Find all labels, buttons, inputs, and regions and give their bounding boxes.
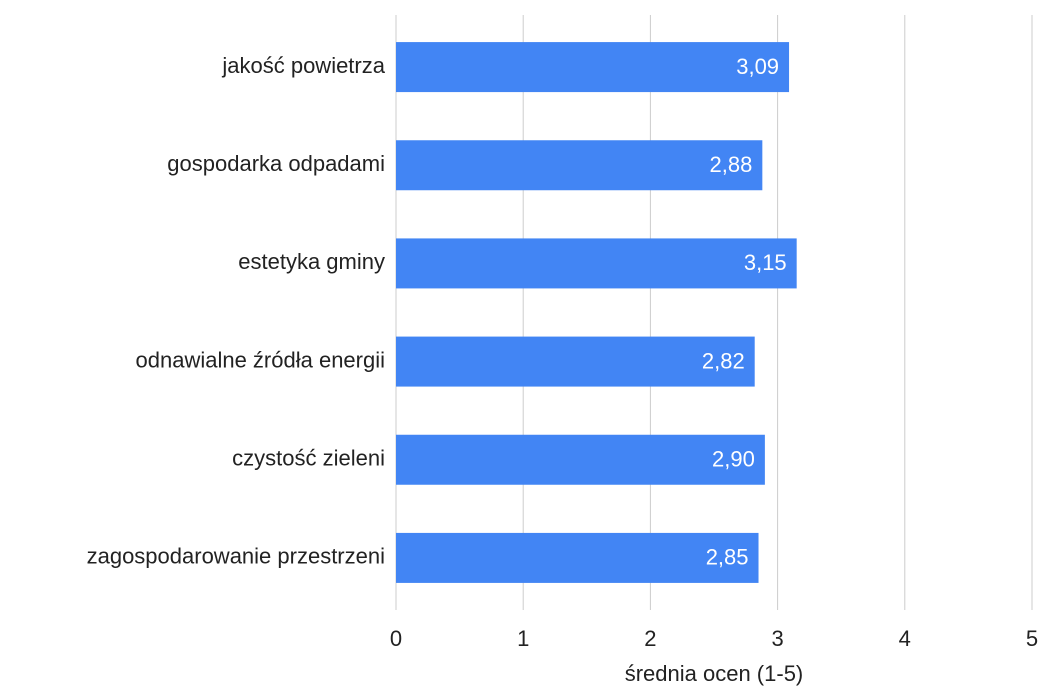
y-tick-label: zagospodarowanie przestrzeni <box>87 544 385 569</box>
bar <box>396 42 790 93</box>
value-label: 3,15 <box>744 250 787 275</box>
bar <box>396 238 797 289</box>
bar <box>396 434 765 485</box>
bar <box>396 336 755 387</box>
y-tick-label: estetyka gminy <box>238 249 385 274</box>
value-label: 2,88 <box>710 152 753 177</box>
value-label: 3,09 <box>736 54 779 79</box>
y-tick-label: czystość zieleni <box>232 446 385 471</box>
x-axis-label: średnia ocen (1-5) <box>625 661 804 686</box>
x-tick-label: 3 <box>771 626 783 651</box>
y-tick-label: jakość powietrza <box>221 53 385 78</box>
y-tick-label: odnawialne źródła energii <box>136 347 386 372</box>
value-label: 2,82 <box>702 348 745 373</box>
bar <box>396 532 759 583</box>
y-tick-label: gospodarka odpadami <box>167 151 385 176</box>
value-label: 2,90 <box>712 447 755 472</box>
x-tick-label: 2 <box>644 626 656 651</box>
x-tick-label: 0 <box>390 626 402 651</box>
x-tick-label: 4 <box>899 626 911 651</box>
x-tick-label: 5 <box>1026 626 1038 651</box>
bar <box>396 140 763 191</box>
x-tick-label: 1 <box>517 626 529 651</box>
value-label: 2,85 <box>706 545 749 570</box>
